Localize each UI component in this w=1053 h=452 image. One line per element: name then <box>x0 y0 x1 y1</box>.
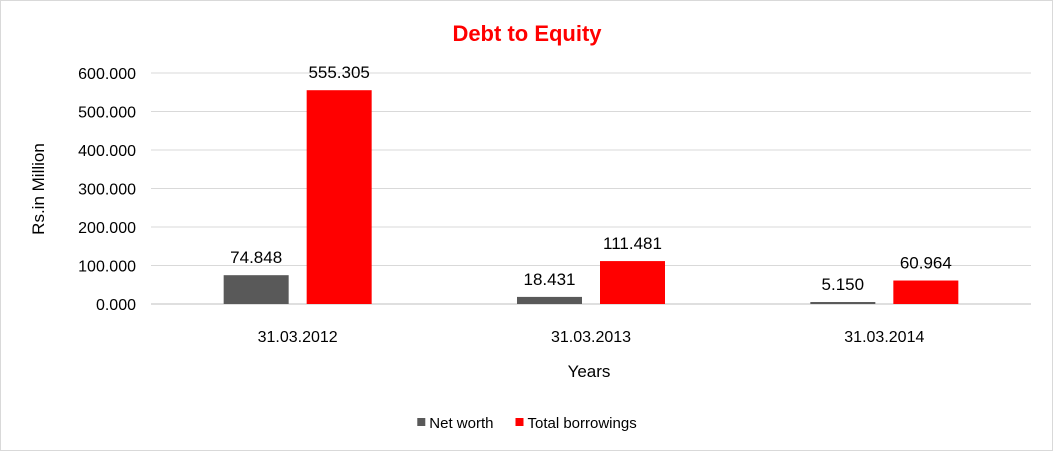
y-tick-label: 100.000 <box>78 259 136 276</box>
legend-swatch <box>515 418 524 426</box>
bar <box>600 261 665 304</box>
y-tick-label: 600.000 <box>78 66 136 83</box>
legend-label: Net worth <box>429 415 493 432</box>
legend-swatch <box>417 418 426 426</box>
y-tick-label: 400.000 <box>78 143 136 160</box>
bar-value-label: 60.964 <box>900 254 952 273</box>
bar-value-label: 5.150 <box>822 275 865 294</box>
legend: Net worth Total borrowings <box>417 415 637 432</box>
x-tick-label: 31.03.2014 <box>844 329 924 346</box>
bars <box>223 90 959 304</box>
legend-label: Total borrowings <box>527 415 636 432</box>
bar <box>517 296 582 304</box>
bar-value-label: 18.431 <box>524 270 576 289</box>
y-tick-label: 500.000 <box>78 105 136 122</box>
data-labels: 74.848 555.305 18.431 111.481 5.150 60.964 <box>230 63 952 294</box>
bar <box>893 280 959 304</box>
x-axis: 31.03.2012 31.03.2013 31.03.2014 <box>258 329 925 346</box>
bar-value-label: 74.848 <box>230 248 282 267</box>
bar-value-label: 111.481 <box>603 234 662 253</box>
y-axis-title: Rs.in Million <box>29 143 48 235</box>
y-tick-label: 0.000 <box>96 297 136 314</box>
bar <box>810 302 876 304</box>
y-axis: 0.000 100.000 200.000 300.000 400.000 500.000… <box>78 66 136 314</box>
bar <box>223 275 289 304</box>
bar <box>306 90 372 304</box>
chart-title: Debt to Equity <box>452 21 602 46</box>
y-tick-label: 200.000 <box>78 220 136 237</box>
gridlines <box>151 72 1031 305</box>
x-tick-label: 31.03.2013 <box>551 329 631 346</box>
x-axis-title: Years <box>568 362 611 381</box>
x-tick-label: 31.03.2012 <box>258 329 338 346</box>
y-tick-label: 300.000 <box>78 182 136 199</box>
bar-value-label: 555.305 <box>308 63 369 82</box>
